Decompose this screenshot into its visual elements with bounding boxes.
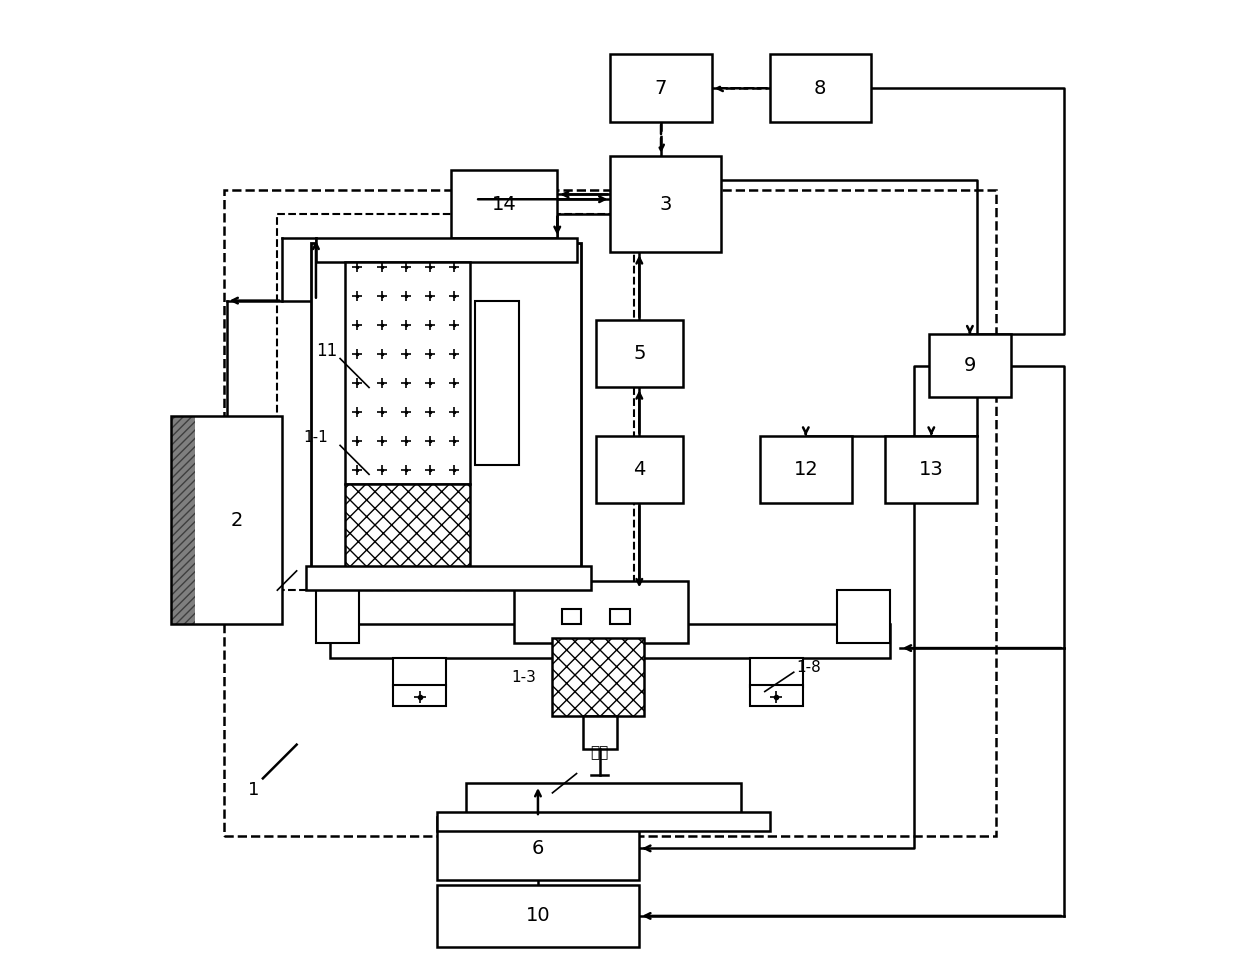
- Bar: [316, 590, 360, 644]
- Bar: [513, 581, 687, 644]
- Text: 5: 5: [634, 345, 646, 363]
- Text: 1-3: 1-3: [511, 670, 536, 684]
- Text: 3: 3: [660, 195, 672, 214]
- Text: 1: 1: [248, 781, 259, 799]
- Text: 1-8: 1-8: [796, 660, 821, 675]
- Text: 1-1: 1-1: [304, 430, 329, 445]
- Text: 6: 6: [532, 839, 544, 858]
- Text: 10: 10: [526, 906, 551, 925]
- Bar: [610, 54, 712, 122]
- Bar: [311, 243, 582, 586]
- Bar: [610, 156, 722, 253]
- Bar: [583, 715, 618, 749]
- Bar: [929, 334, 1011, 397]
- Bar: [330, 624, 890, 657]
- Bar: [553, 639, 644, 715]
- Text: 13: 13: [919, 460, 944, 479]
- Text: 工件: 工件: [590, 744, 609, 760]
- Bar: [451, 170, 557, 238]
- Bar: [171, 416, 196, 624]
- Bar: [171, 416, 283, 624]
- Bar: [436, 885, 640, 948]
- Bar: [770, 54, 870, 122]
- Bar: [316, 238, 577, 262]
- Text: 7: 7: [655, 78, 667, 98]
- Text: 9: 9: [963, 356, 976, 376]
- Bar: [393, 684, 446, 706]
- Bar: [837, 590, 890, 644]
- Text: 8: 8: [815, 78, 827, 98]
- Bar: [224, 190, 997, 836]
- Bar: [610, 610, 630, 624]
- Bar: [750, 684, 804, 706]
- Text: 11: 11: [316, 342, 337, 360]
- Bar: [596, 436, 683, 503]
- Bar: [596, 319, 683, 387]
- Bar: [345, 262, 470, 484]
- Bar: [750, 657, 804, 686]
- Bar: [885, 436, 977, 503]
- Bar: [278, 214, 635, 590]
- Bar: [562, 610, 582, 624]
- Bar: [760, 436, 852, 503]
- Text: 12: 12: [794, 460, 818, 479]
- Text: 2: 2: [231, 511, 243, 529]
- Bar: [475, 301, 518, 465]
- Bar: [345, 484, 470, 571]
- Text: 4: 4: [634, 460, 646, 479]
- Text: 14: 14: [492, 195, 517, 214]
- Bar: [436, 812, 770, 832]
- Bar: [393, 657, 446, 686]
- Bar: [436, 817, 640, 880]
- Bar: [465, 783, 740, 817]
- Bar: [306, 566, 591, 590]
